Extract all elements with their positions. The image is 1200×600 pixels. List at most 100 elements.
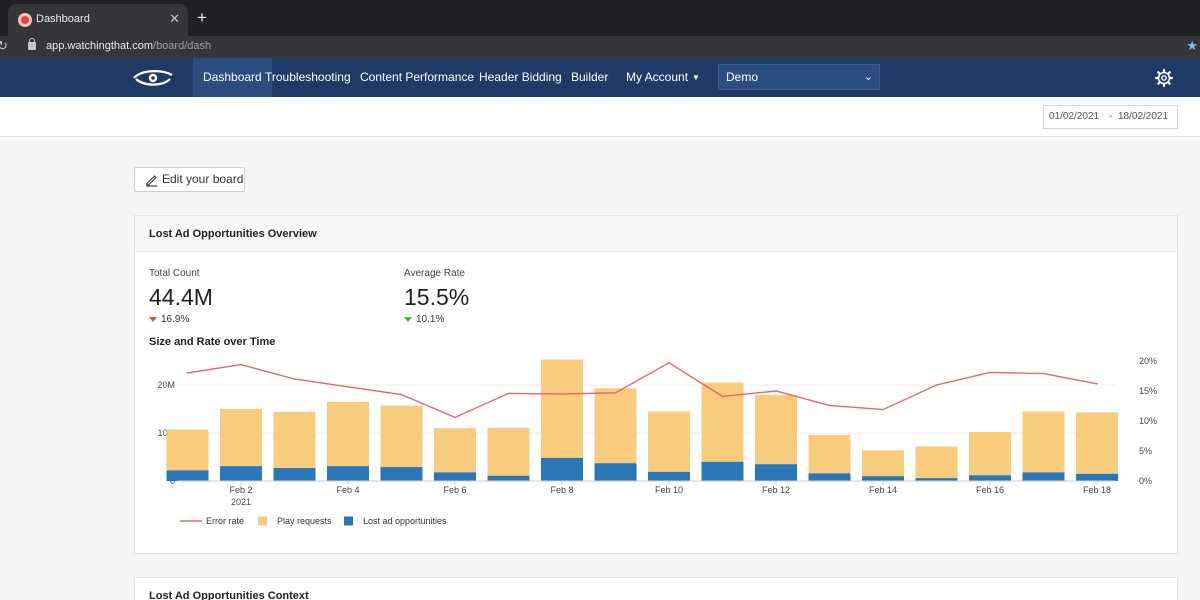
error-rate-point (561, 393, 563, 395)
error-rate-line (187, 361, 1098, 419)
y-left-tick-label: 20M (157, 380, 175, 390)
error-rate-point (347, 386, 349, 388)
url-path: /board/dash (153, 40, 212, 52)
total-count-change-value: 16.9% (161, 314, 190, 325)
pencil-icon (146, 175, 158, 187)
nav-item-dashboard[interactable]: Dashboard (193, 58, 272, 97)
bar-play-requests (1076, 412, 1118, 474)
y-right-tick-label: 0% (1139, 476, 1152, 486)
nav-item-label: Dashboard (203, 70, 262, 84)
bar-play-requests (380, 405, 423, 468)
nav-item-label: My Account (626, 70, 689, 84)
bar-lost-opportunities (862, 476, 904, 481)
browser-tab[interactable]: Dashboard ✕ (8, 4, 188, 36)
bookmark-star-icon[interactable]: ★ (1186, 38, 1198, 53)
new-tab-icon[interactable]: + (197, 8, 207, 27)
legend-label-play-requests: Play requests (277, 516, 332, 526)
date-range-picker[interactable]: 01/02/2021 - 18/02/2021 (1043, 105, 1178, 129)
date-separator: - (1109, 111, 1113, 122)
app-navbar: Dashboard Troubleshooting Content Performa… (0, 58, 1200, 97)
bar-play-requests (220, 409, 262, 467)
y-right-tick-label: 10% (1139, 416, 1157, 426)
error-rate-point (775, 390, 777, 392)
chevron-down-icon: ⌄ (863, 71, 873, 83)
error-rate-point (882, 408, 884, 411)
nav-item-troubleshooting[interactable]: Troubleshooting (265, 58, 351, 97)
tab-title: Dashboard (36, 13, 90, 25)
error-rate-point (989, 371, 991, 374)
overview-card: Lost Ad Opportunities Overview Total Cou… (134, 215, 1178, 554)
x-tick-label: Feb 4 (336, 485, 359, 495)
bar-play-requests (434, 428, 476, 473)
caret-down-icon: ▼ (692, 73, 700, 83)
error-rate-point (293, 378, 296, 380)
error-rate-point (935, 384, 938, 386)
address-bar[interactable]: ↻ app.watchingthat.com/board/dash ★ (0, 36, 1200, 58)
context-card-title: Lost Ad Opportunities Context (149, 590, 309, 600)
y-left-tick-label: 10M (157, 428, 175, 438)
legend-label-lost-opportunities: Lost ad opportunities (363, 516, 447, 526)
nav-item-header-bidding[interactable]: Header Bidding (479, 58, 562, 97)
context-card: Lost Ad Opportunities Context (134, 577, 1178, 600)
average-rate-change-value: 10.1% (416, 314, 445, 325)
nav-item-content-performance[interactable]: Content Performance (360, 58, 474, 97)
x-tick-label: Feb 12 (762, 485, 790, 495)
bar-play-requests (648, 411, 690, 472)
bar-lost-opportunities (969, 475, 1011, 481)
date-from[interactable]: 01/02/2021 (1049, 111, 1100, 122)
site-select[interactable]: Demo ⌄ (718, 64, 880, 90)
bar-lost-opportunities (487, 475, 530, 481)
bar-play-requests (541, 359, 583, 458)
bar-lost-opportunities (166, 470, 209, 481)
bar-play-requests (862, 450, 904, 477)
reload-icon[interactable]: ↻ (0, 38, 8, 53)
bar-lost-opportunities (594, 463, 637, 481)
bar-lost-opportunities (434, 472, 476, 481)
bar-lost-opportunities (273, 468, 316, 481)
bar-play-requests (915, 446, 958, 479)
bar-lost-opportunities (648, 471, 690, 481)
error-rate-point (668, 362, 670, 364)
nav-item-my-account[interactable]: My Account ▼ (626, 58, 700, 97)
close-icon[interactable]: ✕ (169, 11, 180, 26)
bar-lost-opportunities (808, 473, 851, 481)
edit-board-label: Edit your board (162, 172, 244, 186)
sub-header: 01/02/2021 - 18/02/2021 (0, 97, 1200, 137)
legend-swatch-lost-opportunities (344, 516, 353, 526)
chart-title: Size and Rate over Time (149, 336, 276, 348)
y-right-tick-label: 15% (1139, 386, 1157, 396)
gear-icon[interactable] (1154, 68, 1174, 88)
x-tick-label: Feb 6 (443, 485, 466, 495)
card-header: Lost Ad Opportunities Overview (135, 216, 1177, 252)
nav-item-label: Builder (571, 70, 609, 84)
error-rate-point (614, 392, 617, 394)
bar-play-requests (755, 395, 797, 465)
error-rate-point (400, 393, 403, 396)
nav-item-builder[interactable]: Builder (571, 58, 608, 97)
favicon-icon (18, 13, 32, 27)
url-text[interactable]: app.watchingthat.com/board/dash (46, 40, 211, 52)
error-rate-point (721, 395, 724, 398)
bar-lost-opportunities (755, 464, 797, 481)
x-tick-sublabel: 2021 (231, 497, 251, 507)
error-rate-point (186, 372, 189, 374)
nav-item-label: Content Performance (360, 70, 475, 84)
eye-logo-icon[interactable] (133, 69, 173, 87)
edit-board-button[interactable]: Edit your board (134, 167, 245, 192)
trend-down-icon (404, 316, 412, 322)
date-to[interactable]: 18/02/2021 (1118, 111, 1169, 122)
average-rate-value: 15.5% (404, 284, 470, 310)
bar-play-requests (1022, 411, 1065, 473)
x-tick-label: Feb 8 (550, 485, 573, 495)
y-right-tick-label: 5% (1139, 446, 1152, 456)
bar-lost-opportunities (380, 467, 423, 481)
trend-down-icon (149, 316, 157, 322)
legend-swatch-play-requests (258, 516, 267, 526)
bar-lost-opportunities (220, 466, 262, 481)
nav-item-label: Header Bidding (479, 70, 562, 84)
url-host: app.watchingthat.com (46, 40, 154, 52)
y-right-tick-label: 20% (1139, 356, 1157, 366)
x-tick-label: Feb 2 (229, 485, 252, 495)
bar-play-requests (969, 432, 1011, 476)
error-rate-point (507, 392, 510, 395)
